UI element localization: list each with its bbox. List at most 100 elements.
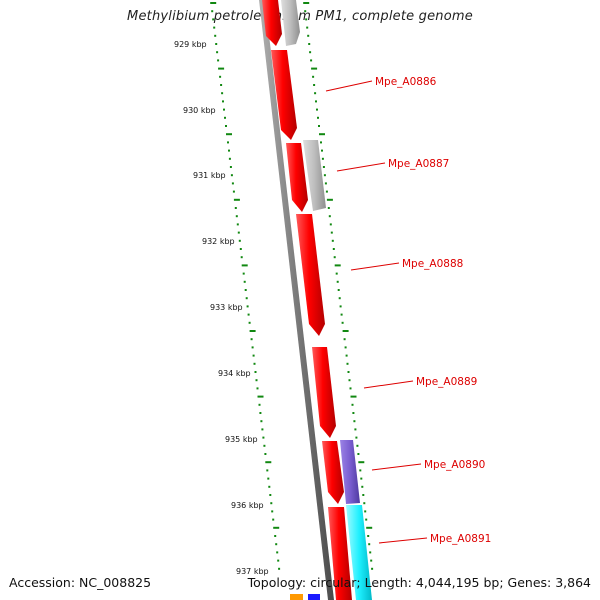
- track-dot: [331, 239, 334, 242]
- track-dot: [216, 51, 219, 54]
- leader-line: [325, 80, 373, 92]
- track-dot: [370, 559, 373, 562]
- kbp-tick-label: 937 kbp: [236, 567, 269, 576]
- kbp-tick-label: 932 kbp: [202, 237, 235, 246]
- track-dot: [233, 198, 240, 201]
- kbp-tick-label: 935 kbp: [225, 435, 258, 444]
- track-dot: [259, 412, 262, 414]
- track-dot: [229, 166, 232, 168]
- track-dot: [210, 2, 217, 4]
- track-dot: [353, 420, 356, 423]
- track-dot: [221, 92, 224, 95]
- track-dot: [351, 403, 354, 406]
- track-dot: [341, 321, 344, 324]
- track-dot: [362, 494, 365, 496]
- track-dot: [304, 10, 307, 13]
- track-dot: [360, 477, 363, 480]
- kbp-scale: 929 kbp 930 kbp 931 kbp 932 kbp 933 kbp …: [174, 40, 269, 576]
- track-dot: [255, 379, 258, 382]
- track-dot: [321, 157, 324, 160]
- track-dot: [324, 182, 327, 185]
- gene-arrow: [262, 0, 282, 46]
- track-dot: [357, 453, 360, 455]
- track-dot: [228, 149, 230, 152]
- gene-label: Mpe_A0889: [416, 376, 477, 388]
- track-dot: [363, 502, 366, 505]
- track-dot: [248, 321, 251, 324]
- track-dot: [265, 461, 272, 464]
- track-dot: [316, 108, 318, 111]
- track-dot: [231, 182, 234, 185]
- gene-arrow: [312, 347, 336, 438]
- track-dot: [323, 174, 326, 177]
- gene-arrow: [303, 140, 326, 211]
- track-dot: [339, 305, 342, 308]
- track-dot: [264, 453, 267, 455]
- track-dot: [266, 469, 269, 472]
- track-dot: [235, 215, 238, 218]
- track-dot: [347, 371, 350, 373]
- gene-arrow: [340, 440, 360, 504]
- track-dot: [366, 526, 373, 529]
- track-dot: [320, 141, 322, 144]
- track-dot: [242, 272, 245, 275]
- track-dot: [330, 231, 333, 234]
- track-dot: [333, 256, 336, 259]
- track-dot: [328, 215, 331, 218]
- gene-label: Mpe_A0886: [375, 76, 437, 88]
- track-dot: [250, 338, 253, 341]
- track-dot: [220, 84, 223, 86]
- track-dot: [223, 108, 225, 111]
- track-dot: [318, 125, 320, 127]
- reverse-genes: [281, 0, 372, 600]
- track-dot: [303, 2, 310, 4]
- gene-arrow: [328, 507, 352, 600]
- gene-label: Mpe_A0890: [424, 459, 485, 471]
- track-dot: [268, 485, 271, 488]
- track-dot: [262, 436, 265, 439]
- track-dot: [278, 567, 281, 570]
- track-dot: [271, 510, 274, 513]
- leader-lines: [325, 80, 428, 544]
- gc-track: [210, 2, 374, 570]
- track-dot: [350, 395, 357, 398]
- track-dot: [226, 133, 232, 136]
- track-dot: [232, 190, 235, 193]
- track-dot: [228, 157, 231, 160]
- gene-arrow: [286, 143, 308, 212]
- track-dot: [312, 75, 315, 78]
- track-dot: [361, 485, 364, 488]
- track-dot: [334, 264, 341, 267]
- track-dot: [364, 510, 367, 513]
- track-dot: [277, 559, 280, 562]
- track-dot: [338, 297, 341, 300]
- track-dot: [349, 387, 352, 390]
- track-dot: [218, 67, 225, 70]
- track-dot: [219, 75, 222, 78]
- track-dot: [260, 420, 263, 423]
- track-dot: [369, 551, 372, 554]
- track-dot: [276, 551, 279, 554]
- track-dot: [247, 313, 250, 316]
- gene-blue: [308, 594, 320, 600]
- gene-arrow: [281, 0, 300, 46]
- track-dot: [337, 289, 340, 291]
- track-dot: [368, 543, 371, 546]
- track-dot: [258, 403, 261, 406]
- track-dot: [348, 379, 351, 382]
- track-dot: [335, 272, 338, 275]
- track-dot: [344, 346, 347, 349]
- track-dot: [256, 387, 259, 390]
- track-dot: [354, 428, 357, 431]
- track-dot: [371, 567, 374, 570]
- kbp-tick-label: 930 kbp: [183, 106, 216, 115]
- track-dot: [319, 133, 325, 136]
- genome-backbone: [259, 0, 334, 600]
- track-dot: [241, 264, 248, 267]
- track-dot: [214, 34, 217, 37]
- track-dot: [322, 166, 325, 168]
- track-dot: [317, 116, 319, 119]
- track-dot: [355, 436, 358, 439]
- track-dot: [359, 469, 362, 472]
